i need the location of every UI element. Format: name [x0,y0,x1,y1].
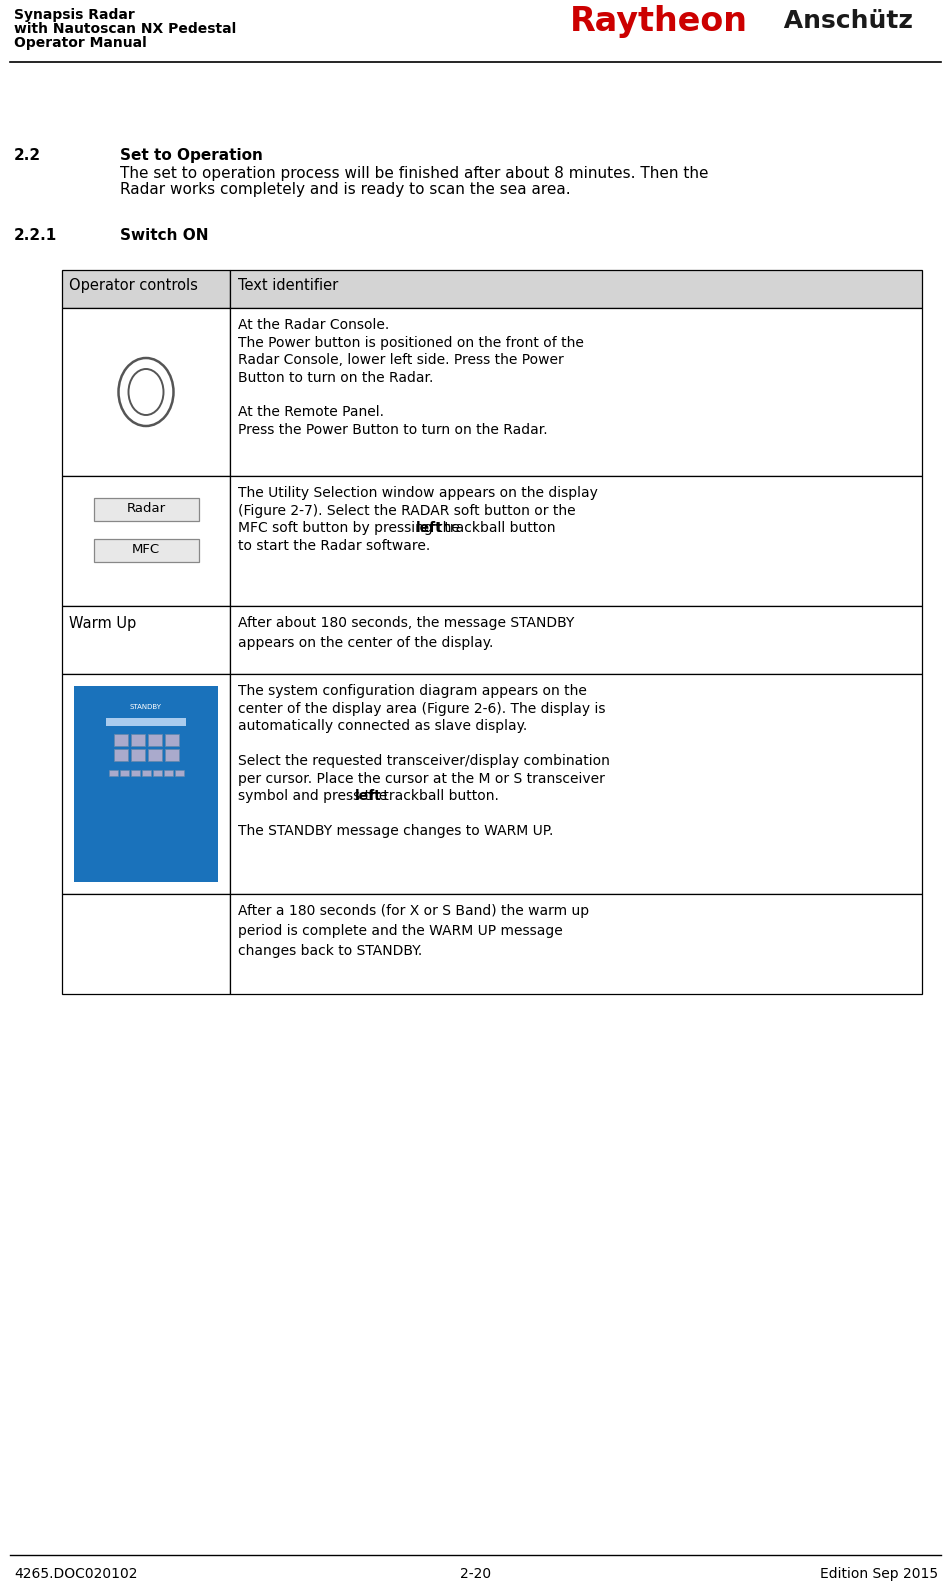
Bar [174,770,184,776]
Bar [147,749,162,760]
Text: Synapsis Radar: Synapsis Radar [14,8,135,22]
Text: Select the requested transceiver/display combination: Select the requested transceiver/display… [238,754,610,768]
Bar [130,749,145,760]
Bar [120,770,128,776]
Bar [62,606,230,675]
Text: 2.2.1: 2.2.1 [14,228,57,243]
Bar [130,770,140,776]
Text: with Nautoscan NX Pedestal: with Nautoscan NX Pedestal [14,22,236,37]
Bar [165,749,179,760]
Bar [62,309,230,476]
Text: left: left [355,789,381,803]
Bar [130,733,145,746]
Bar [165,733,179,746]
Text: Text identifier: Text identifier [238,278,339,293]
Bar [93,539,199,562]
Text: Warm Up: Warm Up [69,616,136,632]
Bar [230,270,922,309]
Text: STANDBY: STANDBY [130,703,162,710]
Text: (Figure 2-7). Select the RADAR soft button or the: (Figure 2-7). Select the RADAR soft butt… [238,503,575,517]
Text: MFC soft button by pressing the: MFC soft button by pressing the [238,520,464,535]
Text: 2.2: 2.2 [14,148,41,162]
Text: trackball button.: trackball button. [378,789,498,803]
Text: After about 180 seconds, the message STANDBY
appears on the center of the displa: After about 180 seconds, the message STA… [238,616,574,651]
Bar [230,309,922,476]
Bar [230,476,922,606]
Text: automatically connected as slave display.: automatically connected as slave display… [238,719,527,733]
Text: Radar: Radar [126,503,165,515]
Bar [62,270,230,309]
Text: to start the Radar software.: to start the Radar software. [238,538,430,552]
Bar [74,686,218,881]
Text: 4265.DOC020102: 4265.DOC020102 [14,1567,138,1581]
Text: per cursor. Place the cursor at the M or S transceiver: per cursor. Place the cursor at the M or… [238,772,605,786]
Bar [62,894,230,994]
Text: Operator controls: Operator controls [69,278,198,293]
Bar [113,749,127,760]
Text: Switch ON: Switch ON [120,228,208,243]
Text: trackball button: trackball button [439,520,555,535]
Bar [113,733,127,746]
Bar [108,770,118,776]
Bar [230,894,922,994]
Text: After a 180 seconds (for X or S Band) the warm up
period is complete and the WAR: After a 180 seconds (for X or S Band) th… [238,904,589,958]
Bar [107,718,185,725]
Text: The system configuration diagram appears on the: The system configuration diagram appears… [238,684,587,698]
Text: Press the Power Button to turn on the Radar.: Press the Power Button to turn on the Ra… [238,423,548,438]
Text: Anschütz: Anschütz [775,10,913,33]
Bar [147,733,162,746]
Text: Operator Manual: Operator Manual [14,37,146,49]
Bar [93,498,199,520]
Bar [142,770,150,776]
Text: Radar Console, lower left side. Press the Power: Radar Console, lower left side. Press th… [238,353,564,368]
Bar [62,675,230,894]
Bar [164,770,172,776]
Bar [62,476,230,606]
Text: center of the display area (Figure 2-6). The display is: center of the display area (Figure 2-6).… [238,702,606,716]
Text: Button to turn on the Radar.: Button to turn on the Radar. [238,371,434,385]
Text: The set to operation process will be finished after about 8 minutes. Then the: The set to operation process will be fin… [120,165,708,181]
Text: Radar works completely and is ready to scan the sea area.: Radar works completely and is ready to s… [120,181,571,197]
Bar [152,770,162,776]
Text: 2-20: 2-20 [460,1567,491,1581]
Bar [230,675,922,894]
Text: MFC: MFC [132,543,160,555]
Text: The Utility Selection window appears on the display: The Utility Selection window appears on … [238,485,598,500]
Text: At the Radar Console.: At the Radar Console. [238,318,389,333]
Text: At the Remote Panel.: At the Remote Panel. [238,406,384,420]
Text: Set to Operation: Set to Operation [120,148,262,162]
Text: The Power button is positioned on the front of the: The Power button is positioned on the fr… [238,336,584,350]
Text: Edition Sep 2015: Edition Sep 2015 [820,1567,938,1581]
Text: Raytheon: Raytheon [570,5,748,38]
Bar [230,606,922,675]
Text: symbol and press the: symbol and press the [238,789,392,803]
Text: left: left [416,520,442,535]
Text: The STANDBY message changes to WARM UP.: The STANDBY message changes to WARM UP. [238,824,553,838]
